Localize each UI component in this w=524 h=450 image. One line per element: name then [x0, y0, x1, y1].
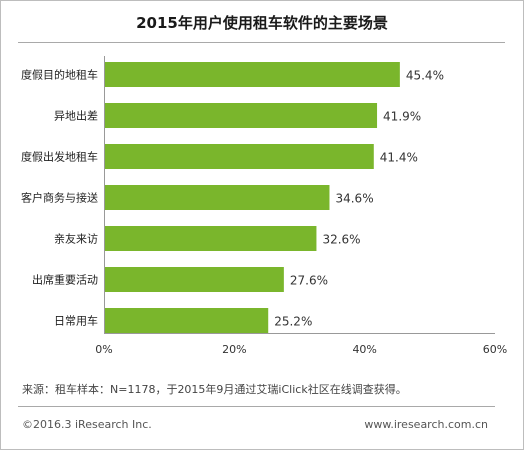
chart-title: 2015年用户使用租车软件的主要场景 — [136, 14, 388, 32]
category-label: 亲友来访 — [54, 232, 98, 246]
category-label: 度假出发地租车 — [21, 150, 98, 164]
footer-divider — [18, 406, 495, 407]
copyright-text: ©2016.3 iResearch Inc. — [22, 418, 152, 431]
x-tick-label: 20% — [222, 343, 246, 356]
bar — [105, 103, 378, 128]
bar — [105, 62, 400, 87]
value-label: 27.6% — [290, 274, 328, 288]
value-label: 34.6% — [335, 192, 373, 206]
bar — [105, 144, 374, 169]
bar — [105, 308, 269, 333]
category-label: 异地出差 — [54, 109, 98, 123]
website-text: www.iresearch.com.cn — [364, 418, 488, 431]
bar — [105, 267, 284, 292]
x-tick-label: 0% — [95, 343, 112, 356]
source-note: 来源：租车样本：N=1178，于2015年9月通过艾瑞iClick社区在线调查获… — [22, 383, 407, 396]
bar — [105, 226, 317, 251]
bar — [105, 185, 330, 210]
category-label: 客户商务与接送 — [21, 191, 98, 205]
bar-chart: 度假目的地租车 45.4% 异地出差 41.9% 度假出发地租车 41.4% 客户商务与接送… — [21, 56, 507, 356]
value-label: 41.9% — [383, 110, 421, 124]
x-tick-label: 40% — [352, 343, 376, 356]
value-label: 25.2% — [274, 315, 312, 329]
category-label: 度假目的地租车 — [21, 68, 98, 82]
category-label: 日常用车 — [54, 314, 98, 328]
value-label: 41.4% — [380, 151, 418, 165]
value-label: 45.4% — [406, 69, 444, 83]
x-tick-label: 60% — [483, 343, 507, 356]
value-label: 32.6% — [322, 233, 360, 247]
category-label: 出席重要活动 — [32, 273, 98, 287]
title-divider — [18, 42, 505, 43]
